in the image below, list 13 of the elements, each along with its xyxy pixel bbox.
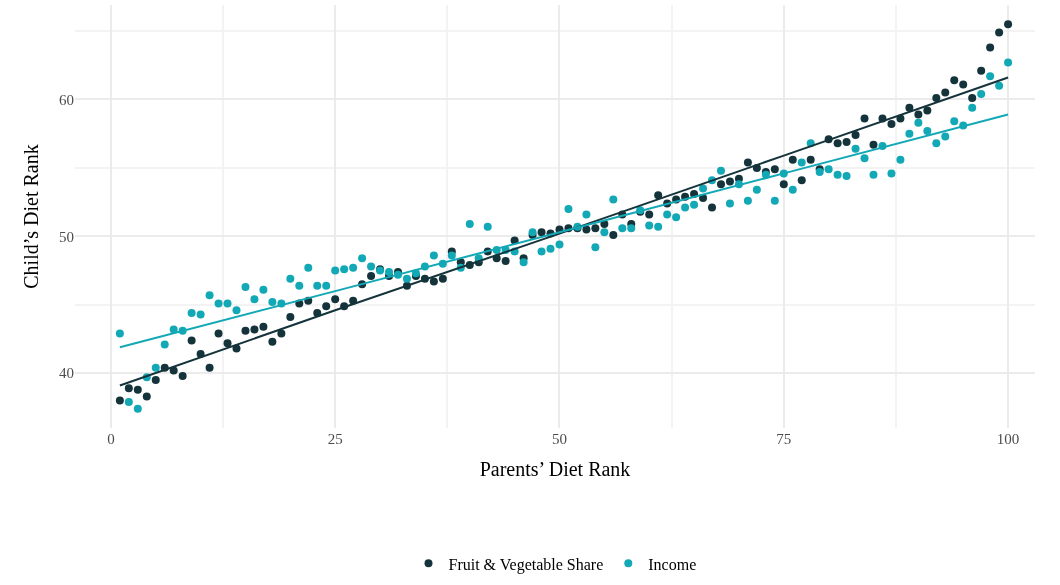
y-tick-label: 40 [59,365,74,382]
y-tick-label: 60 [59,91,74,108]
legend-label: Income [648,555,697,573]
x-tick-label: 75 [776,431,792,447]
x-axis-title: Parents’ Diet Rank [479,457,631,480]
x-tick-label: 25 [327,431,343,447]
x-tick-label: 50 [551,431,567,447]
x-tick-label: 0 [107,431,115,447]
line-series [118,113,1010,349]
legend-label: Fruit & Vegetable Share [448,555,604,574]
y-tick-label: 50 [59,228,74,245]
x-tick-label: 100 [996,431,1020,447]
y-axis-title: Child’s Diet Rank [19,144,42,289]
